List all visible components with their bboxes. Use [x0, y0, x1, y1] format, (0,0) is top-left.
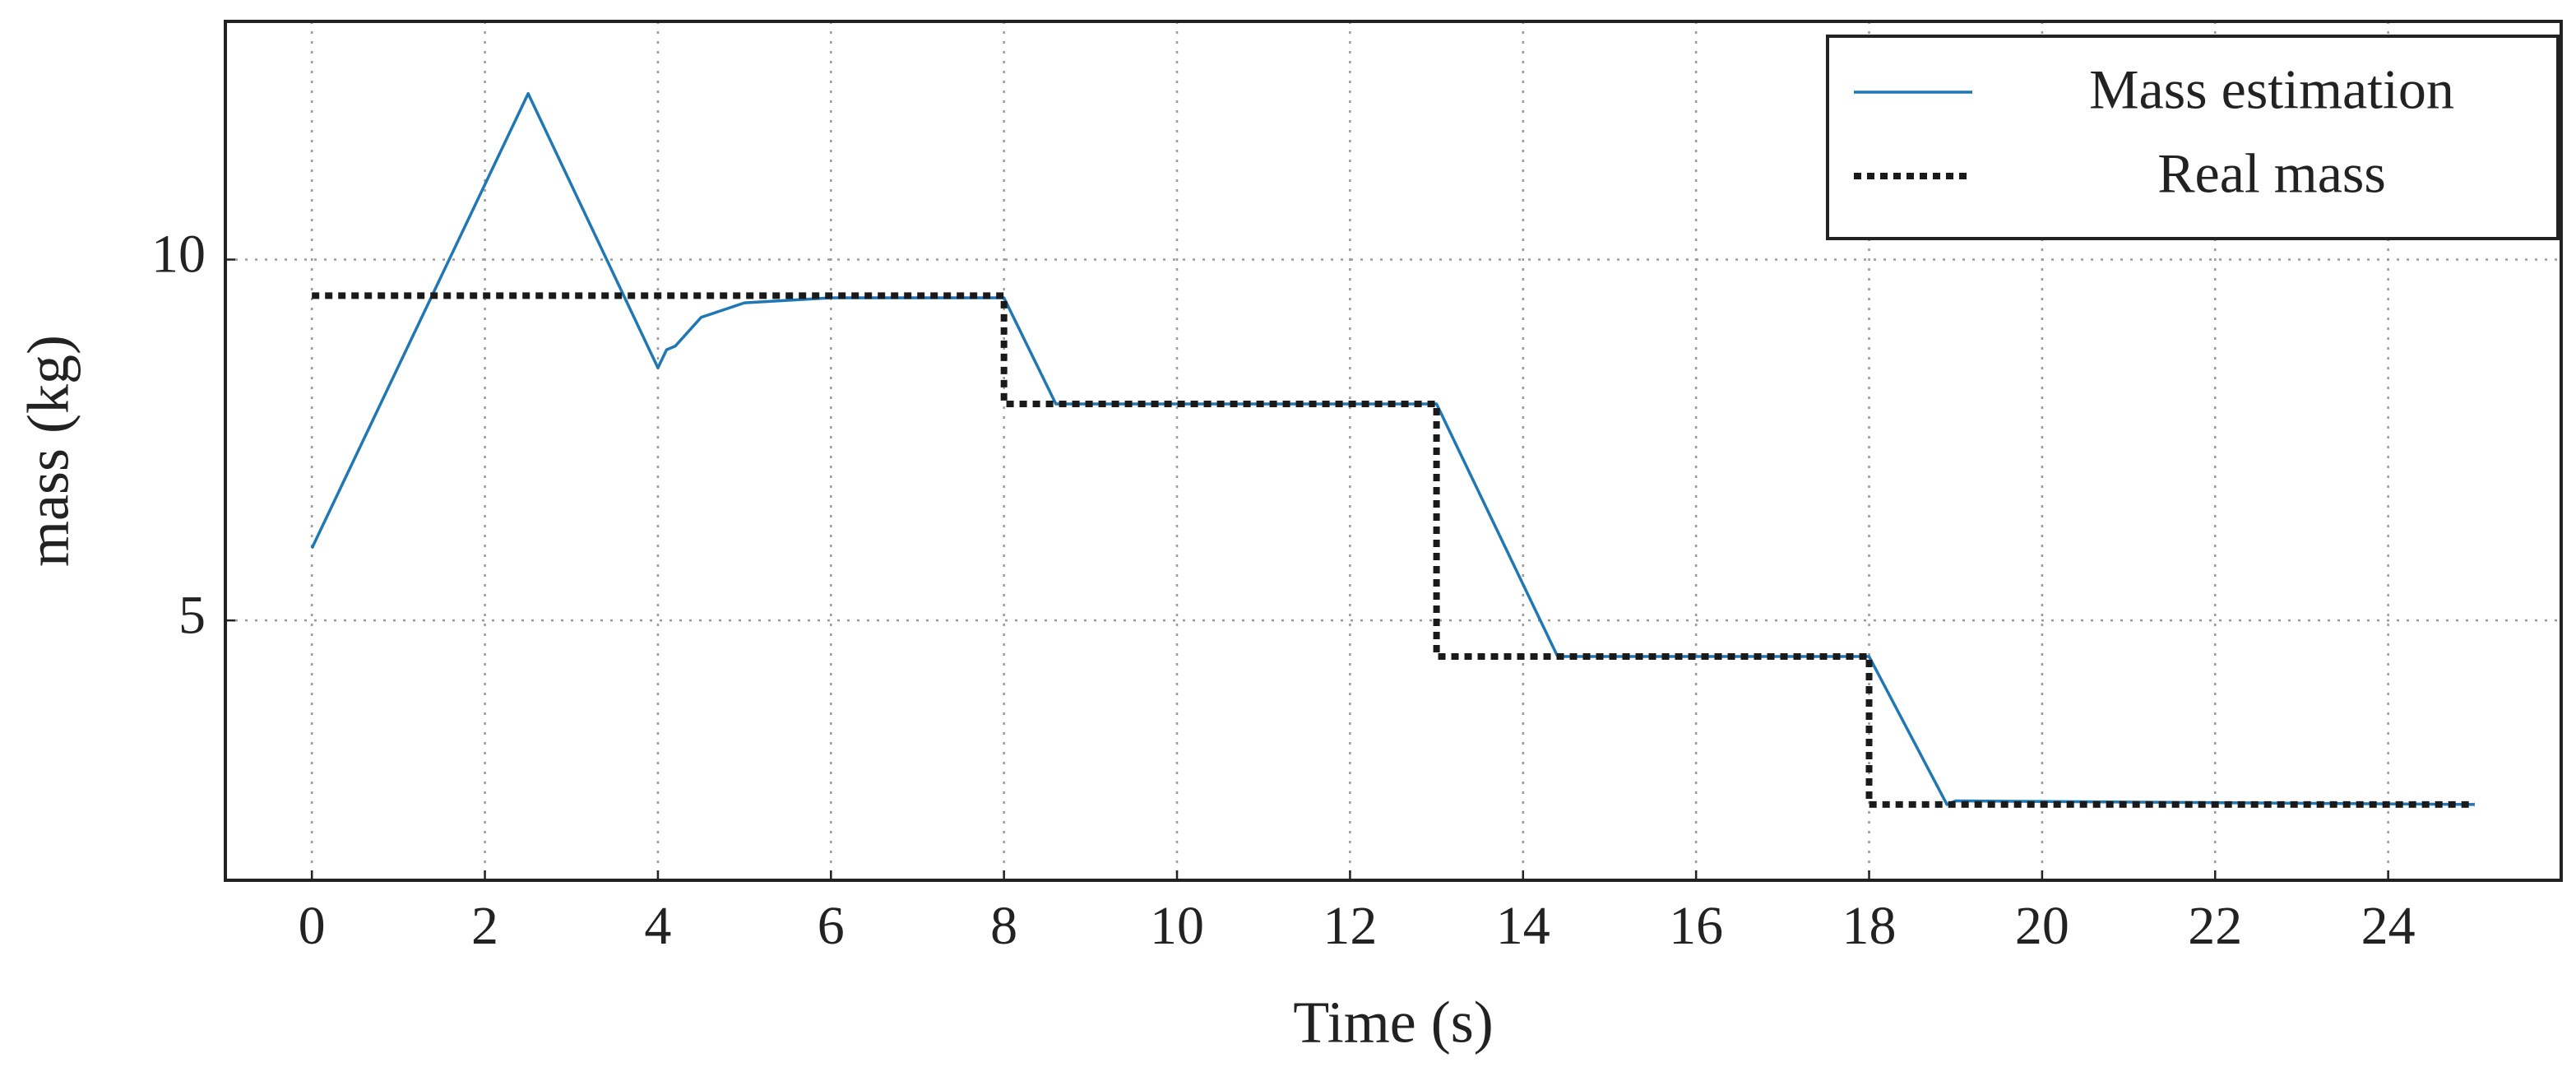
plot-frame [224, 20, 2563, 882]
legend-label: Mass estimation [2089, 58, 2454, 121]
y-tick-label: 5 [178, 585, 206, 645]
x-axis-title: Time (s) [1293, 990, 1493, 1055]
x-tick-label: 8 [990, 896, 1017, 956]
x-tick-label: 6 [818, 896, 845, 956]
x-tick-label: 24 [2361, 896, 2416, 956]
x-tick-label: 10 [1150, 896, 1204, 956]
legend-box [1826, 35, 2560, 240]
x-tick-label: 2 [471, 896, 498, 956]
x-tick-label: 12 [1323, 896, 1377, 956]
x-tick-label: 20 [2015, 896, 2069, 956]
legend-label: Real mass [2157, 142, 2386, 205]
x-tick-label: 22 [2188, 896, 2242, 956]
y-tick-label: 10 [151, 225, 206, 285]
x-tick-label: 14 [1496, 896, 1550, 956]
y-axis-title: mass (kg) [16, 335, 81, 567]
x-tick-label: 4 [644, 896, 671, 956]
x-tick-label: 16 [1669, 896, 1723, 956]
x-tick-label: 0 [299, 896, 326, 956]
data-line [312, 292, 2475, 808]
x-tick-label: 18 [1842, 896, 1897, 956]
